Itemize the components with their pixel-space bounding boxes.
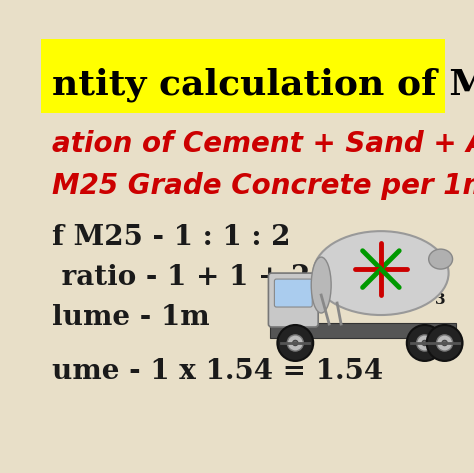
Circle shape <box>292 340 298 346</box>
Circle shape <box>422 340 428 346</box>
Circle shape <box>407 325 443 361</box>
FancyBboxPatch shape <box>274 279 312 307</box>
Circle shape <box>277 325 313 361</box>
Text: ratio - 1 + 1 + 2 = 4: ratio - 1 + 1 + 2 = 4 <box>52 263 372 290</box>
Text: ation of Cement + Sand + Agg: ation of Cement + Sand + Agg <box>52 130 474 158</box>
Text: M25 Grade Concrete per 1m: M25 Grade Concrete per 1m <box>52 172 474 200</box>
Ellipse shape <box>313 231 448 315</box>
Text: ntity calculation of M: ntity calculation of M <box>52 68 474 103</box>
Text: f M25 - 1 : 1 : 2: f M25 - 1 : 1 : 2 <box>52 224 291 251</box>
FancyBboxPatch shape <box>41 39 445 113</box>
Text: lume - 1m: lume - 1m <box>52 304 210 331</box>
Circle shape <box>427 325 463 361</box>
Circle shape <box>442 340 447 346</box>
FancyBboxPatch shape <box>270 323 456 338</box>
Circle shape <box>417 335 433 351</box>
Circle shape <box>437 335 453 351</box>
Circle shape <box>287 335 303 351</box>
Text: 3: 3 <box>436 293 446 307</box>
Ellipse shape <box>311 257 331 313</box>
Text: ume - 1 x 1.54 = 1.54: ume - 1 x 1.54 = 1.54 <box>52 359 383 385</box>
Circle shape <box>376 264 386 274</box>
FancyBboxPatch shape <box>268 273 318 327</box>
Ellipse shape <box>428 249 453 269</box>
